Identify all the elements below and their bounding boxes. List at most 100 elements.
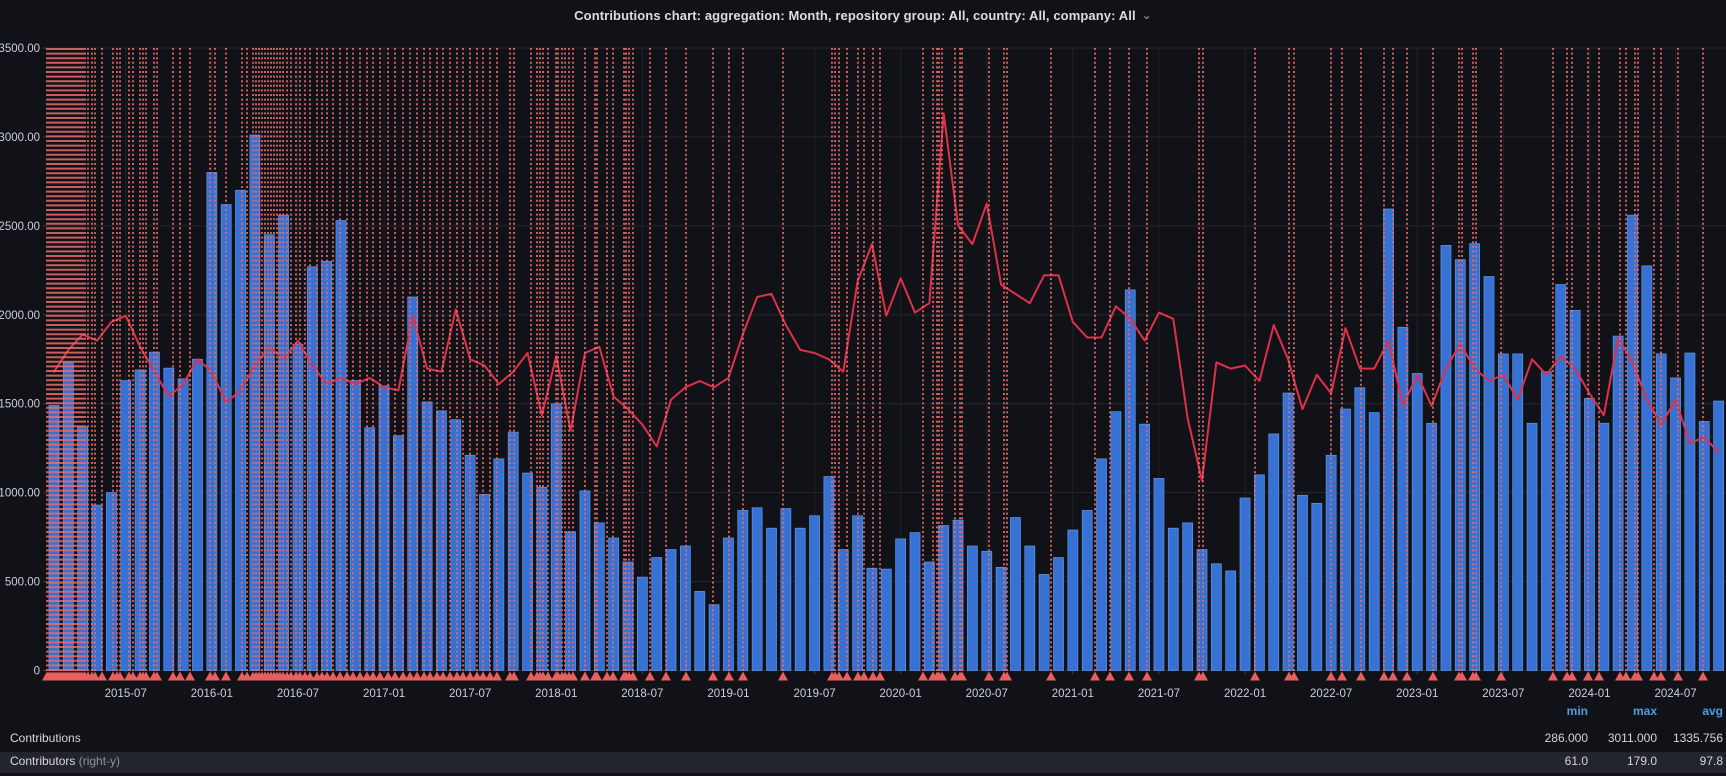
annotation-triangle-icon[interactable] bbox=[1698, 671, 1708, 681]
annotation-triangle-icon[interactable] bbox=[842, 671, 852, 681]
bar[interactable] bbox=[1569, 309, 1581, 671]
annotation-triangle-icon[interactable] bbox=[661, 671, 671, 681]
annotation-triangle-icon[interactable] bbox=[1142, 671, 1152, 681]
annotation-triangle-icon[interactable] bbox=[438, 671, 448, 681]
annotation-triangle-icon[interactable] bbox=[168, 671, 178, 681]
annotation-triangle-icon[interactable] bbox=[868, 671, 878, 681]
bar[interactable] bbox=[1067, 529, 1079, 671]
annotation-triangle-icon[interactable] bbox=[608, 671, 618, 681]
bar[interactable] bbox=[292, 343, 304, 671]
bar[interactable] bbox=[1713, 400, 1724, 671]
bar[interactable] bbox=[1110, 411, 1122, 671]
annotation-triangle-icon[interactable] bbox=[398, 671, 408, 681]
bar[interactable] bbox=[866, 567, 878, 671]
bar[interactable] bbox=[665, 549, 677, 671]
annotation-triangle-icon[interactable] bbox=[509, 671, 519, 681]
bar[interactable] bbox=[263, 234, 275, 671]
annotation-triangle-icon[interactable] bbox=[543, 671, 553, 681]
annotation-triangle-icon[interactable] bbox=[628, 671, 638, 681]
bar[interactable] bbox=[1598, 422, 1610, 671]
bar[interactable] bbox=[1612, 335, 1624, 671]
bar[interactable] bbox=[1684, 352, 1696, 671]
annotation-triangle-icon[interactable] bbox=[1496, 671, 1506, 681]
annotation-triangle-icon[interactable] bbox=[1649, 671, 1659, 681]
bar[interactable] bbox=[134, 369, 146, 671]
annotation-triangle-icon[interactable] bbox=[875, 671, 885, 681]
annotation-triangle-icon[interactable] bbox=[1379, 671, 1389, 681]
bar[interactable] bbox=[751, 507, 763, 671]
bar[interactable] bbox=[708, 604, 720, 671]
annotation-triangle-icon[interactable] bbox=[918, 671, 928, 681]
bar[interactable] bbox=[1426, 422, 1437, 671]
annotation-triangle-icon[interactable] bbox=[1124, 671, 1134, 681]
bar[interactable] bbox=[1024, 545, 1036, 671]
bar[interactable] bbox=[1670, 377, 1681, 671]
annotation-triangle-icon[interactable] bbox=[1090, 671, 1100, 681]
bar[interactable] bbox=[766, 527, 777, 671]
bar[interactable] bbox=[636, 576, 648, 671]
bar[interactable] bbox=[1053, 557, 1064, 671]
bar[interactable] bbox=[938, 525, 950, 671]
annotation-triangle-icon[interactable] bbox=[1105, 671, 1115, 681]
annotation-triangle-icon[interactable] bbox=[1567, 671, 1577, 681]
annotation-triangle-icon[interactable] bbox=[305, 671, 315, 681]
bar[interactable] bbox=[1469, 243, 1481, 671]
annotation-triangle-icon[interactable] bbox=[592, 671, 602, 681]
annotation-triangle-icon[interactable] bbox=[984, 671, 994, 681]
bar[interactable] bbox=[1440, 245, 1452, 671]
annotation-triangle-icon[interactable] bbox=[328, 671, 338, 681]
annotation-triangle-icon[interactable] bbox=[375, 671, 385, 681]
bar[interactable] bbox=[1297, 494, 1308, 671]
bar[interactable] bbox=[1541, 371, 1552, 671]
annotation-triangle-icon[interactable] bbox=[425, 671, 435, 681]
bar[interactable] bbox=[1153, 478, 1165, 671]
bar[interactable] bbox=[1526, 422, 1538, 671]
bar[interactable] bbox=[1584, 398, 1595, 671]
annotation-triangle-icon[interactable] bbox=[1402, 671, 1412, 681]
annotation-triangle-icon[interactable] bbox=[348, 671, 358, 681]
bar[interactable] bbox=[923, 561, 935, 671]
bar[interactable] bbox=[1627, 214, 1638, 671]
annotation-triangle-icon[interactable] bbox=[1326, 671, 1336, 681]
annotation-triangle-icon[interactable] bbox=[1656, 671, 1666, 681]
annotation-triangle-icon[interactable] bbox=[1289, 671, 1299, 681]
annotation-triangle-icon[interactable] bbox=[1198, 671, 1208, 681]
bar[interactable] bbox=[522, 472, 533, 671]
bar[interactable] bbox=[1497, 353, 1509, 671]
annotation-triangle-icon[interactable] bbox=[957, 671, 967, 681]
bar[interactable] bbox=[780, 508, 792, 671]
annotation-triangle-icon[interactable] bbox=[1337, 671, 1347, 681]
annotation-triangle-icon[interactable] bbox=[778, 671, 788, 681]
bar[interactable] bbox=[952, 519, 964, 671]
annotation-triangle-icon[interactable] bbox=[445, 671, 455, 681]
annotation-triangle-icon[interactable] bbox=[1594, 671, 1604, 681]
bar[interactable] bbox=[450, 419, 462, 671]
annotation-triangle-icon[interactable] bbox=[1457, 671, 1467, 681]
bar[interactable] bbox=[149, 351, 160, 671]
bar[interactable] bbox=[1641, 265, 1653, 671]
bar[interactable] bbox=[981, 550, 993, 671]
bar[interactable] bbox=[349, 380, 361, 671]
annotation-triangle-icon[interactable] bbox=[90, 671, 100, 681]
annotation-triangle-icon[interactable] bbox=[221, 671, 231, 681]
bar[interactable] bbox=[163, 367, 175, 671]
annotation-triangle-icon[interactable] bbox=[1356, 671, 1366, 681]
bar[interactable] bbox=[1368, 412, 1380, 671]
bar[interactable] bbox=[192, 358, 203, 671]
annotation-triangle-icon[interactable] bbox=[152, 671, 162, 681]
panel-title[interactable]: Contributions chart: aggregation: Month,… bbox=[0, 0, 1726, 30]
bar[interactable] bbox=[393, 435, 404, 671]
annotation-triangle-icon[interactable] bbox=[368, 671, 378, 681]
annotation-triangle-icon[interactable] bbox=[937, 671, 947, 681]
bar[interactable] bbox=[565, 531, 576, 671]
annotation-triangle-icon[interactable] bbox=[580, 671, 590, 681]
bar[interactable] bbox=[809, 515, 820, 671]
bar[interactable] bbox=[651, 557, 663, 671]
bar[interactable] bbox=[1225, 570, 1237, 671]
bar[interactable] bbox=[1268, 433, 1280, 671]
bar[interactable] bbox=[1182, 522, 1194, 671]
bar[interactable] bbox=[421, 401, 433, 671]
bar[interactable] bbox=[1555, 284, 1567, 671]
annotation-triangle-icon[interactable] bbox=[335, 671, 345, 681]
bar[interactable] bbox=[823, 476, 835, 671]
